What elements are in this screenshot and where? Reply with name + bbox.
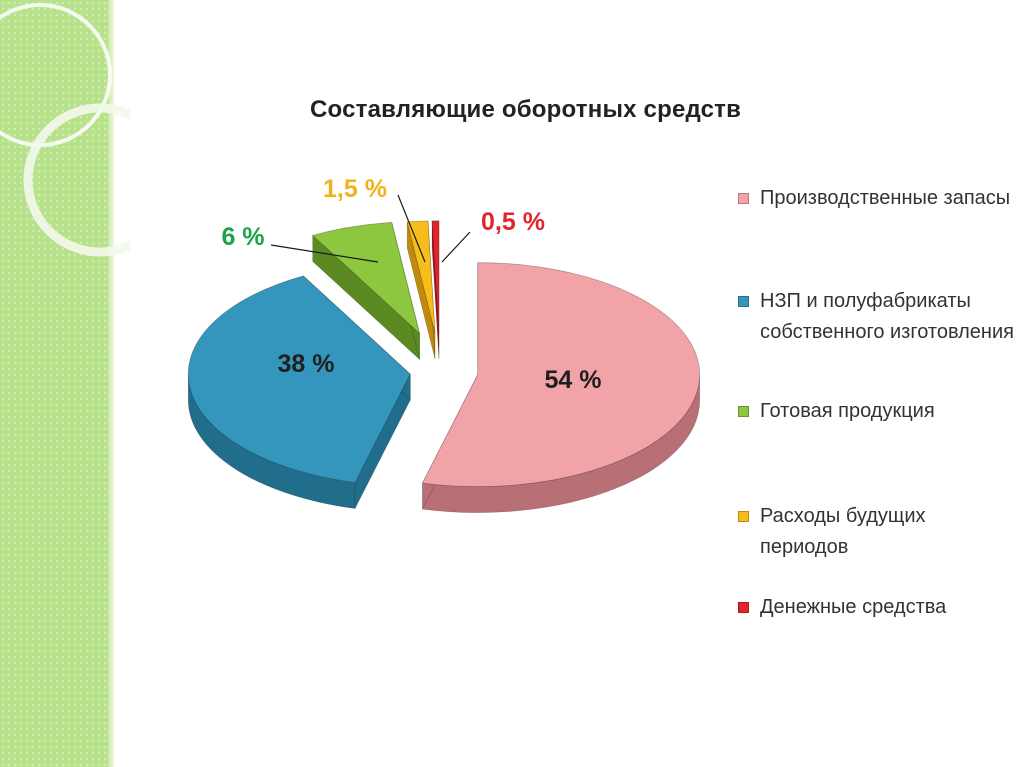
pie-slice-top-5 (431, 220, 440, 333)
legend-item-1: Производственные запасы (738, 183, 1018, 214)
pie-slice-5 (431, 220, 440, 359)
legend-swatch-4 (738, 511, 749, 522)
side-band-edge (108, 0, 114, 767)
legend-swatch-3 (738, 406, 749, 417)
data-label-4: 1,5 % (323, 175, 387, 203)
legend-item-2: НЗП и полуфабрикаты собственного изготов… (738, 286, 1018, 348)
decorative-circles (0, 3, 130, 257)
pie-slice-top-2 (187, 275, 411, 483)
pie-slice-1 (421, 262, 701, 513)
pie-slice-2 (187, 275, 411, 509)
legend-item-3: Готовая продукция (738, 396, 1018, 427)
pie-slice-3 (311, 221, 421, 361)
data-label-5: 0,5 % (481, 208, 545, 236)
legend-label-4: Расходы будущих периодов (760, 505, 926, 558)
legend-swatch-2 (738, 296, 749, 307)
legend-label-2: НЗП и полуфабрикаты собственного изготов… (760, 290, 1014, 343)
legend-label-5: Денежные средства (760, 596, 947, 618)
data-label-1: 54 % (545, 366, 602, 394)
pie-slice-top-3 (311, 221, 421, 335)
legend-item-5: Денежные средства (738, 592, 1018, 623)
legend-swatch-5 (738, 602, 749, 613)
legend-item-4: Расходы будущих периодов (738, 501, 1018, 563)
chart-title: Составляющие оборотных средств (310, 96, 742, 123)
pie-slice-4 (406, 220, 436, 359)
legend-label-3: Готовая продукция (760, 400, 935, 422)
pie-slice-top-1 (421, 262, 701, 487)
legend-swatch-1 (738, 193, 749, 204)
leader-line-3 (270, 244, 379, 263)
pie-slice-top-4 (406, 220, 436, 333)
data-label-3: 6 % (221, 223, 264, 251)
data-label-2: 38 % (278, 350, 335, 378)
legend-label-1: Производственные запасы (760, 187, 1011, 209)
leader-line-4 (397, 194, 426, 263)
leader-line-5 (441, 231, 471, 263)
